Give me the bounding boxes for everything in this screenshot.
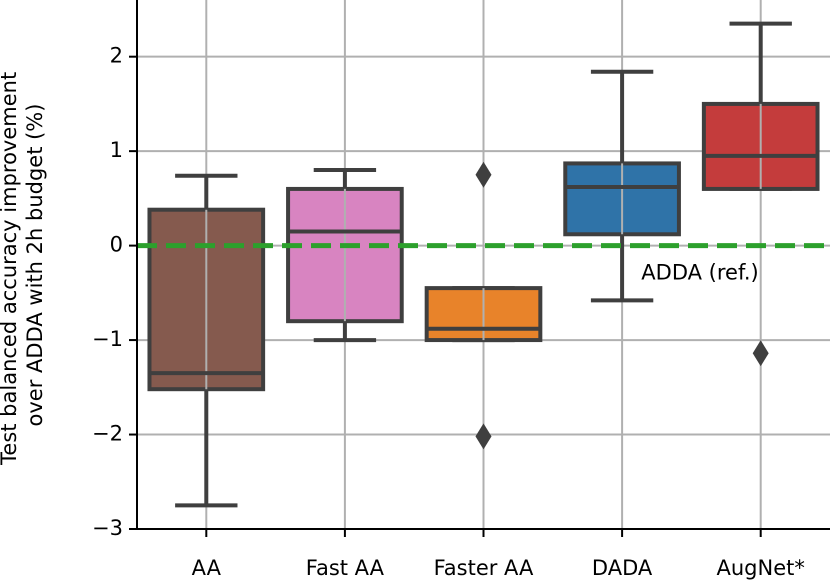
y-axis-label: Test balanced accuracy improvement over …: [0, 65, 47, 466]
x-tick-label: DADA: [592, 556, 653, 580]
y-axis-label-line: Test balanced accuracy improvement: [0, 72, 21, 466]
reference-label: ADDA (ref.): [641, 261, 758, 285]
x-tick-label: Fast AA: [306, 556, 385, 580]
y-tick-label: −1: [92, 327, 123, 351]
outlier: [475, 423, 492, 450]
y-tick-label: −2: [92, 422, 123, 446]
y-tick-label: 1: [110, 138, 123, 162]
y-tick-label: 2: [110, 44, 123, 68]
y-tick-label: 0: [110, 233, 123, 257]
x-tick-label: Faster AA: [434, 556, 534, 580]
x-tick-label: AA: [192, 556, 222, 580]
y-tick-label: −3: [92, 516, 123, 540]
outlier: [475, 161, 492, 188]
outlier: [752, 340, 769, 367]
y-axis-label-line: over ADDA with 2h budget (%): [23, 104, 47, 427]
x-tick-label: AugNet*: [717, 556, 805, 580]
